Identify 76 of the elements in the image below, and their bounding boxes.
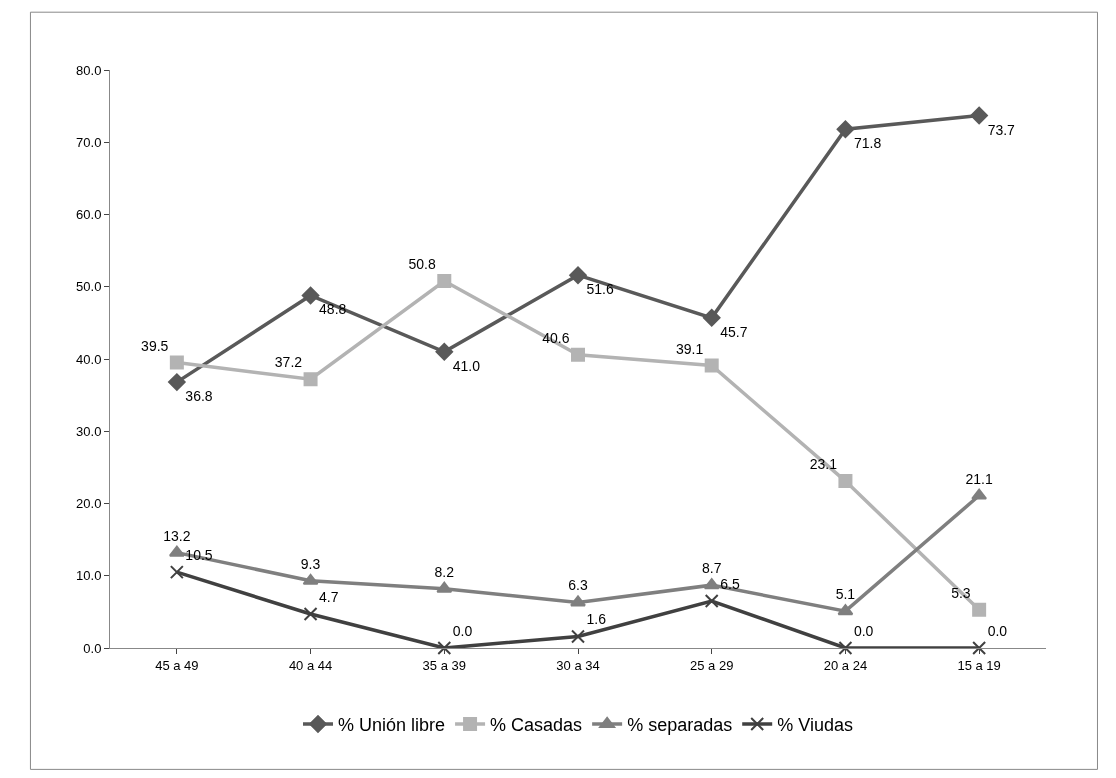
point [704,594,719,609]
point [570,595,586,607]
data-label: 4.7 [319,589,339,606]
x-tick-label: 45 a 49 [155,657,199,673]
point [971,488,988,500]
x-tick-label: 30 a 34 [556,657,600,673]
data-label: 51.6 [586,281,614,298]
point [703,578,720,590]
x-tick-label: 35 a 39 [422,657,466,673]
x-tick-label: 40 a 44 [288,657,333,673]
data-label: 0.0 [987,623,1008,639]
data-label: 10.5 [185,547,213,564]
point [437,273,452,288]
data-label: 73.7 [987,121,1016,138]
y-tick-label: 20.0 [76,496,102,512]
data-label: 23.1 [809,456,838,473]
point [303,607,318,622]
x-tick-label: 15 a 19 [957,657,1001,673]
legend-label: % Unión libre [338,715,446,736]
legend-label: % Casadas [490,715,583,736]
y-tick-label: 10.0 [76,568,102,584]
y-tick-label: 50.0 [76,279,102,295]
y-tick-label: 0.0 [83,640,102,656]
point [437,641,452,655]
data-label: 37.2 [274,354,303,371]
y-tick-label: 80.0 [76,62,102,78]
x-tick-label: 20 a 24 [823,657,868,673]
point [704,358,719,373]
data-label: 71.8 [853,135,882,152]
data-label: 9.3 [300,555,321,572]
point [970,106,988,125]
data-label: 6.3 [568,577,588,594]
point [972,602,987,617]
y-tick-label: 40.0 [76,351,102,367]
point [301,286,320,305]
point [571,629,585,644]
data-label: 6.5 [720,576,740,593]
point [837,604,854,616]
data-label: 36.8 [185,388,213,405]
data-label: 5.1 [835,586,856,603]
y-tick-label: 70.0 [76,134,102,150]
point [569,266,587,284]
data-label: 1.6 [586,611,607,628]
data-label: 45.7 [720,323,748,340]
point [571,347,585,362]
point [836,120,855,139]
data-label: 48.8 [319,301,347,318]
point [169,355,184,370]
point [302,573,319,585]
data-label: 41.0 [452,357,481,374]
point [838,474,853,489]
data-label: 39.1 [675,340,704,357]
legend-label: % Viudas [777,715,853,736]
point [168,373,186,391]
y-tick-label: 60.0 [76,207,102,223]
point [972,641,987,655]
point [838,641,853,655]
data-label: 50.8 [408,255,436,272]
point [303,372,318,387]
data-label: 8.7 [701,560,722,577]
legend-label: % separadas [627,715,733,736]
point [436,581,453,593]
data-label: 40.6 [542,329,570,346]
y-tick-label: 30.0 [76,423,102,439]
point [168,545,185,557]
point [702,309,721,327]
data-label: 8.2 [434,563,455,580]
point [435,342,454,361]
data-label: 21.1 [965,470,993,487]
data-label: 39.5 [141,337,169,354]
x-tick-label: 25 a 29 [690,657,734,673]
data-label: 0.0 [452,623,473,639]
point [169,565,184,580]
data-label: 0.0 [853,623,874,639]
data-label: 5.3 [951,584,971,601]
data-label: 13.2 [163,527,191,544]
